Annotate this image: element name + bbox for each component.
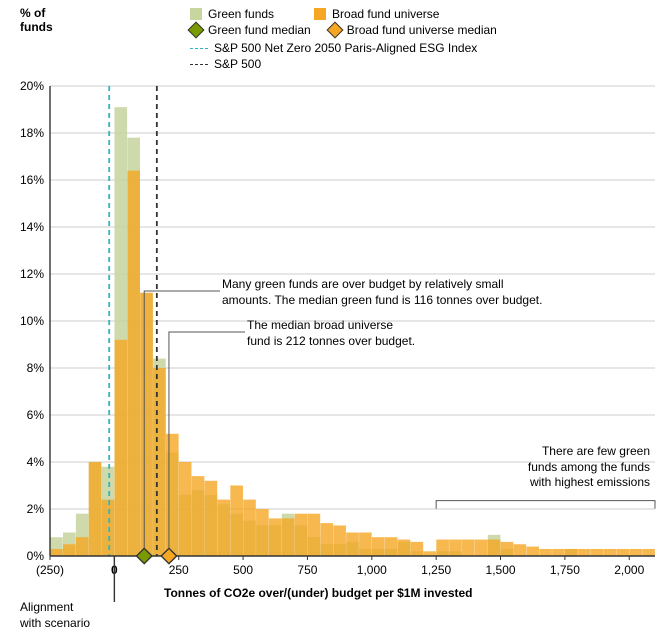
annotation-broad-median: The median broad universe fund is 212 to…: [247, 318, 415, 349]
diamond-broad-median-icon: [326, 22, 343, 39]
y-axis-title-line1: % of: [20, 6, 45, 20]
alignment-label-line2: with scenario: [20, 616, 90, 630]
annotation-broad-median-line2: fund is 212 tonnes over budget.: [247, 334, 415, 348]
svg-text:250: 250: [169, 563, 189, 577]
legend-sp500: S&P 500: [214, 57, 261, 71]
svg-text:(250): (250): [36, 563, 64, 577]
svg-text:6%: 6%: [27, 408, 45, 422]
legend-row-1: Green funds Broad fund universe: [190, 6, 439, 22]
legend-green-median: Green fund median: [208, 23, 311, 37]
annotation-broad-median-line1: The median broad universe: [247, 318, 393, 332]
annotation-few-green-line2: funds among the funds: [528, 460, 650, 474]
swatch-green-funds: [190, 8, 202, 20]
alignment-label-line1: Alignment: [20, 600, 73, 614]
svg-text:8%: 8%: [27, 361, 45, 375]
legend-row-4: S&P 500: [190, 56, 261, 72]
dash-sp500-icon: [190, 64, 208, 65]
y-axis-title: % of funds: [20, 6, 53, 35]
annotation-few-green-high: There are few green funds among the fund…: [490, 444, 650, 491]
svg-text:500: 500: [233, 563, 253, 577]
alignment-label: Alignment with scenario: [20, 600, 90, 631]
svg-text:2%: 2%: [27, 502, 45, 516]
svg-text:1,000: 1,000: [357, 563, 387, 577]
svg-text:1,500: 1,500: [486, 563, 516, 577]
annotation-green-median-line1: Many green funds are over budget by rela…: [222, 277, 503, 291]
legend-row-2: Green fund median Broad fund universe me…: [190, 22, 497, 38]
svg-text:1,250: 1,250: [421, 563, 451, 577]
svg-text:20%: 20%: [20, 79, 44, 93]
svg-text:16%: 16%: [20, 173, 44, 187]
diamond-green-median-icon: [188, 22, 205, 39]
svg-text:12%: 12%: [20, 267, 44, 281]
svg-text:18%: 18%: [20, 126, 44, 140]
dash-esg-icon: [190, 48, 208, 49]
annotation-green-median: Many green funds are over budget by rela…: [222, 277, 542, 308]
legend-broad-median: Broad fund universe median: [347, 23, 497, 37]
y-axis-title-line2: funds: [20, 20, 53, 34]
svg-text:1,750: 1,750: [550, 563, 580, 577]
annotation-few-green-line1: There are few green: [542, 444, 650, 458]
svg-text:10%: 10%: [20, 314, 44, 328]
svg-text:2,000: 2,000: [614, 563, 644, 577]
svg-text:0%: 0%: [27, 549, 45, 563]
svg-text:750: 750: [297, 563, 317, 577]
annotation-green-median-line2: amounts. The median green fund is 116 to…: [222, 293, 542, 307]
svg-text:14%: 14%: [20, 220, 44, 234]
swatch-broad-funds: [314, 8, 326, 20]
svg-text:4%: 4%: [27, 455, 45, 469]
x-axis-title: Tonnes of CO2e over/(under) budget per $…: [164, 586, 473, 600]
histogram-chart: 0%2%4%6%8%10%12%14%16%18%20%(250)0250500…: [0, 0, 661, 633]
legend-row-3: S&P 500 Net Zero 2050 Paris-Aligned ESG …: [190, 40, 477, 56]
legend-green-funds: Green funds: [208, 7, 274, 21]
legend-sp500-esg: S&P 500 Net Zero 2050 Paris-Aligned ESG …: [214, 41, 477, 55]
annotation-few-green-line3: with highest emissions: [530, 475, 650, 489]
legend-broad-funds: Broad fund universe: [332, 7, 439, 21]
